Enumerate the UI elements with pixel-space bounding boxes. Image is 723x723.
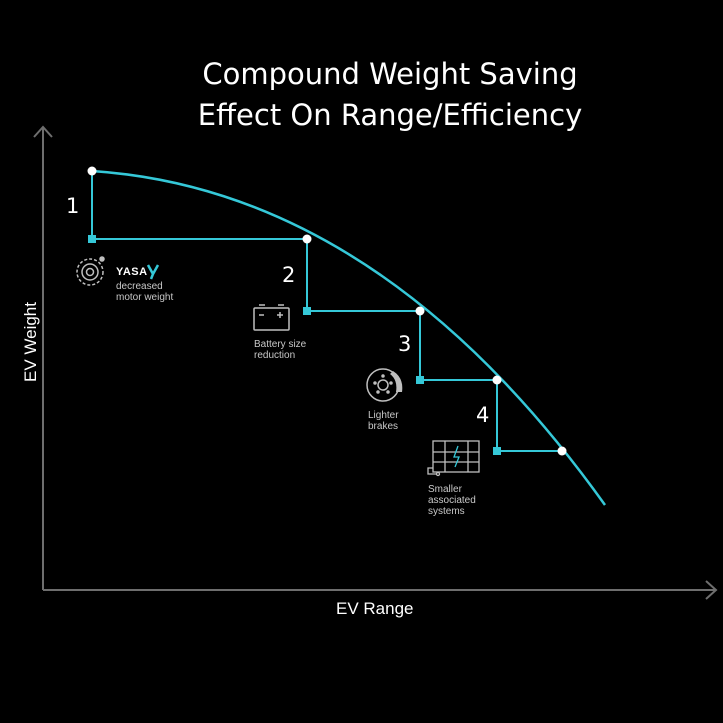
step-lines — [91, 171, 562, 452]
step-1-caption: decreased motor weight — [116, 281, 173, 303]
brand-name: YASA — [116, 266, 148, 278]
brake-disc-icon — [366, 368, 403, 402]
caption-line: Lighter — [368, 410, 399, 421]
caption-line: Battery size — [254, 339, 307, 350]
curve-point — [492, 375, 502, 385]
yasa-logo-icon — [146, 264, 160, 280]
curve-point — [302, 234, 312, 244]
step-3-lines — [419, 311, 497, 381]
step-1-number: 1 — [66, 194, 80, 218]
step-3-number: 3 — [398, 332, 412, 356]
step-3-square — [416, 376, 424, 384]
curve-points — [87, 166, 567, 456]
circuit-board-icon — [427, 440, 480, 477]
yasa-motor-icon — [76, 256, 105, 286]
step-4-square — [493, 447, 501, 455]
caption-line: reduction — [254, 350, 296, 361]
curve-point — [557, 446, 567, 456]
curve-point — [415, 306, 425, 316]
step-2-number: 2 — [282, 263, 296, 287]
step-2-caption: Battery size reduction — [254, 339, 306, 361]
caption-line: brakes — [368, 421, 399, 432]
caption-line: associated — [428, 495, 476, 506]
step-3-caption: Lighter brakes — [368, 410, 399, 432]
step-4-lines — [496, 380, 562, 452]
x-axis-arrow — [705, 580, 718, 600]
diagram-title-line-2: Effect On Range/Efficiency — [197, 98, 583, 132]
y-axis-label: EV Weight — [21, 302, 40, 383]
axes — [33, 125, 718, 600]
step-4-number: 4 — [476, 403, 490, 427]
weight-range-curve — [91, 169, 607, 506]
step-square-markers — [88, 235, 501, 455]
diagram-title-line-1: Compound Weight Saving — [202, 57, 578, 91]
caption-line: decreased — [116, 281, 163, 292]
caption-line: systems — [428, 506, 465, 517]
curve-point — [87, 166, 97, 176]
step-2-square — [303, 307, 311, 315]
caption-line: Smaller — [428, 484, 462, 495]
step-1-square — [88, 235, 96, 243]
step-2-lines — [306, 239, 420, 312]
y-axis-arrow — [33, 125, 53, 138]
step-1-lines — [91, 171, 307, 240]
step-4-caption: Smaller associated systems — [428, 484, 476, 517]
battery-icon — [253, 304, 290, 331]
caption-line: motor weight — [116, 292, 174, 303]
x-axis-label: EV Range — [336, 599, 414, 618]
